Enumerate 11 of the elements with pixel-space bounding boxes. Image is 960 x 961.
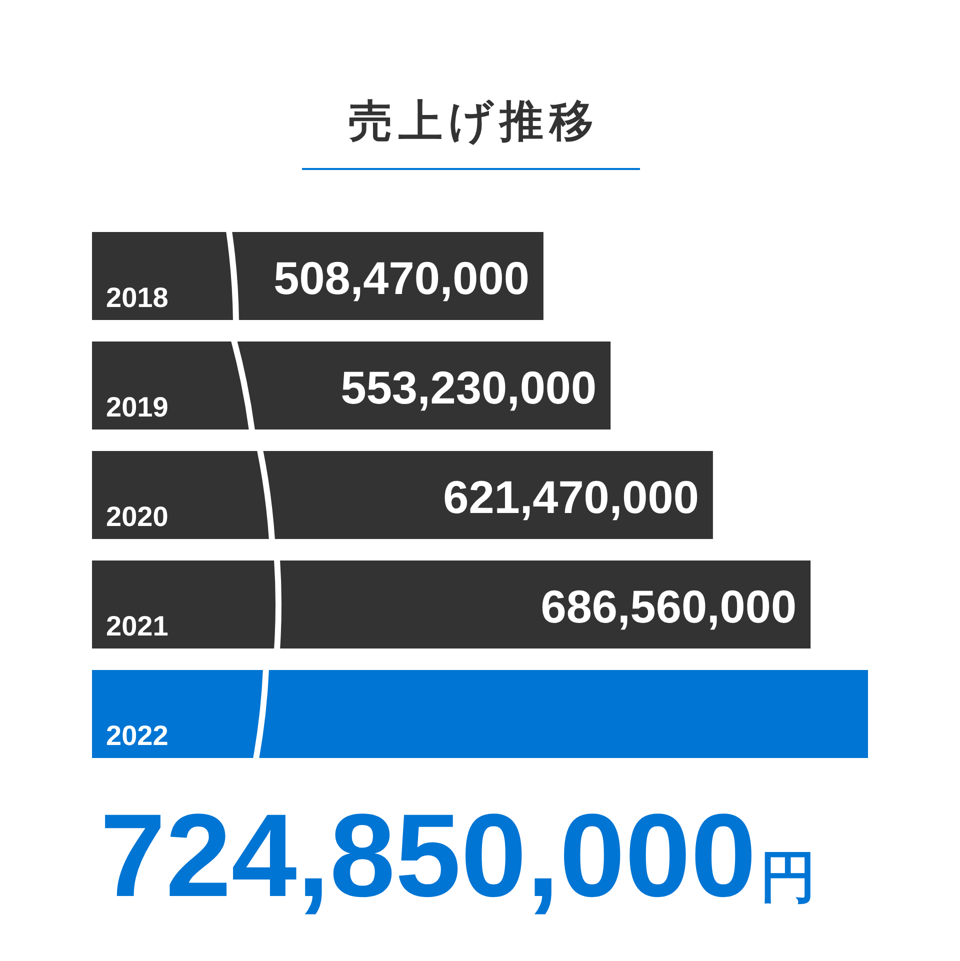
data-label: 724,850,000円 [100, 790, 816, 922]
data-label: 686,560,000 [540, 580, 797, 632]
data-label: 621,470,000 [443, 471, 699, 523]
chart-title: 売上げ推移 [348, 97, 600, 146]
data-label: 508,470,000 [274, 252, 530, 304]
y-tick-label: 2022 [106, 720, 168, 751]
data-label: 553,230,000 [340, 362, 597, 414]
y-tick-label: 2018 [106, 282, 168, 313]
y-tick-label: 2020 [106, 501, 168, 532]
y-tick-label: 2021 [106, 610, 168, 642]
y-tick-label: 2019 [106, 392, 168, 422]
